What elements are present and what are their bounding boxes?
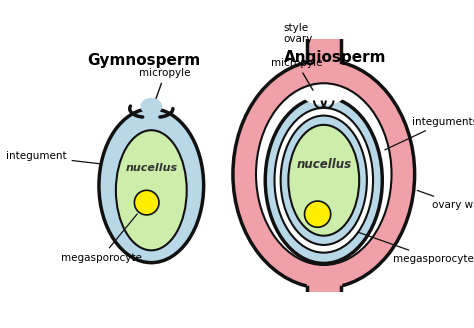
Text: Angiosperm: Angiosperm [284, 50, 387, 65]
Text: nucellus: nucellus [125, 163, 177, 173]
Circle shape [134, 190, 159, 215]
Ellipse shape [256, 83, 392, 265]
Ellipse shape [274, 108, 373, 253]
Ellipse shape [288, 125, 359, 236]
Polygon shape [307, 8, 341, 64]
Ellipse shape [281, 115, 367, 245]
Text: Gymnosperm: Gymnosperm [87, 53, 200, 68]
Text: nucellus: nucellus [296, 158, 351, 171]
Ellipse shape [140, 98, 162, 115]
Text: integument: integument [6, 152, 100, 164]
Text: micropyle: micropyle [139, 68, 191, 108]
Text: ovary wall: ovary wall [417, 191, 474, 210]
Ellipse shape [99, 109, 204, 263]
Ellipse shape [233, 60, 415, 288]
Ellipse shape [265, 97, 383, 263]
Text: ovary: ovary [283, 34, 312, 44]
Text: style: style [283, 23, 308, 33]
Text: megasporocyte: megasporocyte [336, 224, 474, 264]
Circle shape [304, 201, 331, 227]
Text: funiculus: funiculus [0, 327, 1, 328]
Polygon shape [307, 284, 341, 328]
Text: integuments: integuments [385, 117, 474, 150]
Text: micropyle: micropyle [271, 58, 323, 99]
Ellipse shape [304, 90, 343, 105]
Text: megasporocyte: megasporocyte [61, 214, 142, 263]
Ellipse shape [116, 130, 187, 250]
